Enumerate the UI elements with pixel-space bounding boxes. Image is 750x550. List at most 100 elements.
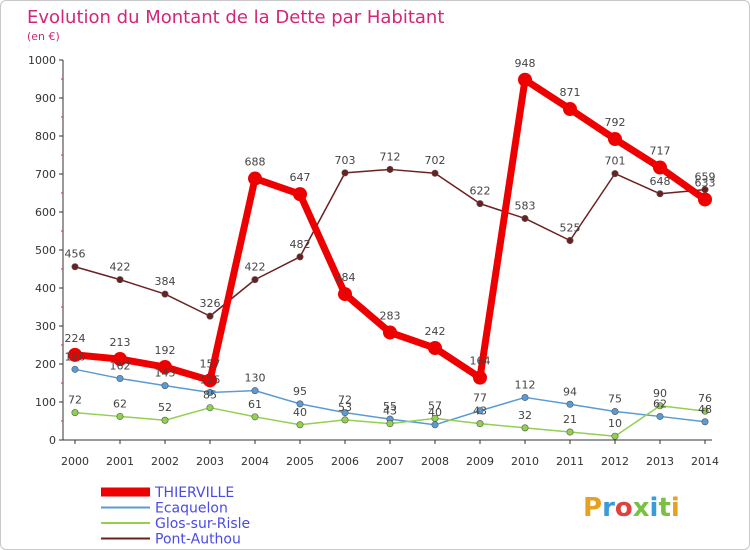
data-label: 40 [428, 406, 442, 419]
data-point [341, 409, 349, 417]
data-point [161, 416, 169, 424]
data-label: 688 [245, 156, 266, 169]
data-label: 55 [383, 400, 397, 413]
data-label: 85 [203, 389, 217, 402]
data-label: 186 [65, 350, 86, 363]
data-point [386, 420, 394, 428]
y-tick-label: 1000 [28, 54, 56, 67]
data-point [431, 421, 439, 429]
data-point [698, 192, 712, 207]
data-point [476, 420, 484, 428]
data-label: 283 [380, 309, 401, 322]
data-label: 525 [560, 222, 581, 235]
data-label: 43 [473, 405, 487, 418]
data-point [566, 400, 574, 408]
data-point [206, 312, 214, 320]
data-point [476, 407, 484, 415]
data-label: 384 [335, 271, 356, 284]
data-point [71, 409, 79, 417]
data-point [611, 407, 619, 415]
x-tick-label: 2005 [286, 455, 314, 468]
data-point [71, 263, 79, 271]
data-label: 21 [563, 413, 577, 426]
data-label: 633 [695, 176, 716, 189]
data-point [251, 276, 259, 284]
legend-label: THIERVILLE [154, 485, 234, 501]
chart-subtitle: (en €) [27, 30, 60, 43]
data-point [656, 190, 664, 198]
data-label: 622 [470, 185, 491, 198]
data-label: 90 [653, 387, 667, 400]
data-point [71, 365, 79, 373]
y-tick-label: 900 [35, 92, 56, 105]
data-point [563, 102, 577, 117]
data-label: 112 [515, 378, 536, 391]
data-point [656, 402, 664, 410]
data-labels: 456 422 384 326 422 482 703 712 702 622 583 525 701 6… [65, 57, 716, 430]
data-label: 583 [515, 199, 536, 212]
x-tick-label: 2012 [601, 455, 629, 468]
x-tick-label: 2008 [421, 455, 449, 468]
x-tick-label: 2000 [61, 455, 89, 468]
legend: THIERVILLEEcaquelonGlos-sur-RislePont-Au… [101, 485, 250, 548]
data-point [701, 407, 709, 415]
data-label: 62 [113, 397, 127, 410]
data-point [521, 424, 529, 432]
data-label: 162 [110, 359, 131, 372]
y-tick-label: 700 [35, 168, 56, 181]
series-line-3 [74, 168, 706, 317]
data-point [206, 388, 214, 396]
data-label: 384 [155, 275, 176, 288]
data-point [296, 421, 304, 429]
data-label: 143 [155, 367, 176, 380]
data-label: 712 [380, 150, 401, 163]
axes: 0 100 200 300 400 500 600 700 800 900 1000 2000 2001… [28, 54, 719, 468]
data-point [701, 418, 709, 426]
y-tick-label: 400 [35, 282, 56, 295]
data-label: 130 [245, 372, 266, 385]
legend-label: Pont-Authou [155, 532, 241, 548]
data-point [251, 387, 259, 395]
data-point [431, 414, 439, 422]
data-label: 703 [335, 154, 356, 167]
data-point [518, 72, 532, 87]
data-label: 948 [515, 57, 536, 70]
y-tick-label: 600 [35, 206, 56, 219]
data-label: 242 [425, 325, 446, 338]
data-point [296, 253, 304, 261]
y-tick-label: 800 [35, 130, 56, 143]
data-label: 701 [605, 155, 626, 168]
y-tick-label: 500 [35, 244, 56, 257]
data-point [116, 412, 124, 420]
data-label: 72 [68, 394, 82, 407]
data-point [341, 169, 349, 177]
data-label: 326 [200, 297, 221, 310]
legend-label: Glos-sur-Risle [155, 516, 250, 532]
data-label: 157 [200, 357, 221, 370]
x-tick-label: 2001 [106, 455, 134, 468]
x-tick-label: 2006 [331, 455, 359, 468]
data-point [68, 347, 82, 362]
data-label: 10 [608, 417, 622, 430]
data-label: 456 [65, 248, 86, 261]
data-point [611, 432, 619, 440]
data-label: 32 [518, 409, 532, 422]
data-point [521, 393, 529, 401]
data-label: 224 [65, 332, 86, 345]
data-label: 648 [650, 175, 671, 188]
data-label: 792 [605, 116, 626, 129]
data-label: 213 [110, 336, 131, 349]
chart-title: Evolution du Montant de la Dette par Hab… [27, 7, 444, 28]
proxiti-logo: Proxiti [583, 493, 680, 523]
data-label: 72 [338, 394, 352, 407]
data-label: 94 [563, 385, 577, 398]
x-tick-label: 2010 [511, 455, 539, 468]
x-tick-label: 2007 [376, 455, 404, 468]
data-point [338, 287, 352, 302]
series-layer [68, 72, 712, 440]
x-tick-label: 2004 [241, 455, 269, 468]
data-point [161, 382, 169, 390]
data-label: 482 [290, 238, 311, 251]
data-point [251, 413, 259, 421]
